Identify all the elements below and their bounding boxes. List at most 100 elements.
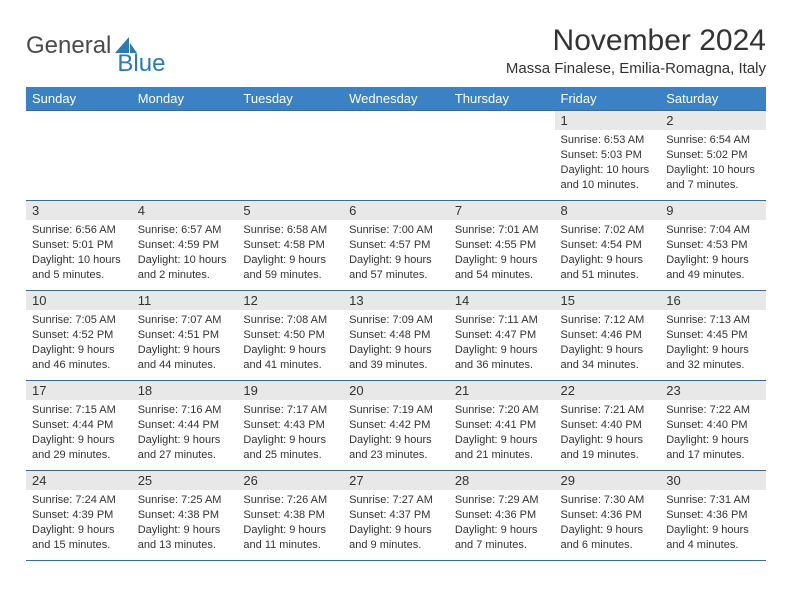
sunset-text: Sunset: 4:47 PM: [455, 328, 549, 343]
calendar-day-cell: 30Sunrise: 7:31 AMSunset: 4:36 PMDayligh…: [660, 471, 766, 561]
day-number: 27: [343, 471, 449, 490]
calendar-day-cell: [237, 111, 343, 201]
day-number: 13: [343, 291, 449, 310]
day-number: 1: [555, 111, 661, 130]
day-number: 12: [237, 291, 343, 310]
calendar-week-row: 3Sunrise: 6:56 AMSunset: 5:01 PMDaylight…: [26, 201, 766, 291]
day-details: Sunrise: 6:58 AMSunset: 4:58 PMDaylight:…: [237, 220, 343, 286]
daylight-text: Daylight: 9 hours and 13 minutes.: [138, 523, 232, 553]
day-details: Sunrise: 7:24 AMSunset: 4:39 PMDaylight:…: [26, 490, 132, 556]
day-details: Sunrise: 7:29 AMSunset: 4:36 PMDaylight:…: [449, 490, 555, 556]
day-details: Sunrise: 6:54 AMSunset: 5:02 PMDaylight:…: [660, 130, 766, 196]
sunrise-text: Sunrise: 7:29 AM: [455, 493, 549, 508]
daylight-text: Daylight: 9 hours and 54 minutes.: [455, 253, 549, 283]
day-details: Sunrise: 7:22 AMSunset: 4:40 PMDaylight:…: [660, 400, 766, 466]
day-details: Sunrise: 7:00 AMSunset: 4:57 PMDaylight:…: [343, 220, 449, 286]
day-details: Sunrise: 7:02 AMSunset: 4:54 PMDaylight:…: [555, 220, 661, 286]
day-number-empty: [132, 111, 238, 130]
calendar-day-cell: 9Sunrise: 7:04 AMSunset: 4:53 PMDaylight…: [660, 201, 766, 291]
calendar-week-row: 17Sunrise: 7:15 AMSunset: 4:44 PMDayligh…: [26, 381, 766, 471]
day-number: 29: [555, 471, 661, 490]
sunset-text: Sunset: 4:46 PM: [561, 328, 655, 343]
sunrise-text: Sunrise: 7:31 AM: [666, 493, 760, 508]
sunrise-text: Sunrise: 6:58 AM: [243, 223, 337, 238]
sunrise-text: Sunrise: 7:15 AM: [32, 403, 126, 418]
sunrise-text: Sunrise: 7:11 AM: [455, 313, 549, 328]
calendar-day-cell: 23Sunrise: 7:22 AMSunset: 4:40 PMDayligh…: [660, 381, 766, 471]
calendar-day-cell: 4Sunrise: 6:57 AMSunset: 4:59 PMDaylight…: [132, 201, 238, 291]
sunset-text: Sunset: 4:45 PM: [666, 328, 760, 343]
calendar-day-cell: 6Sunrise: 7:00 AMSunset: 4:57 PMDaylight…: [343, 201, 449, 291]
sunset-text: Sunset: 5:03 PM: [561, 148, 655, 163]
day-number: 25: [132, 471, 238, 490]
weekday-header-row: Sunday Monday Tuesday Wednesday Thursday…: [26, 87, 766, 111]
sunset-text: Sunset: 4:59 PM: [138, 238, 232, 253]
day-number: 9: [660, 201, 766, 220]
daylight-text: Daylight: 9 hours and 29 minutes.: [32, 433, 126, 463]
calendar-day-cell: 7Sunrise: 7:01 AMSunset: 4:55 PMDaylight…: [449, 201, 555, 291]
calendar-table: Sunday Monday Tuesday Wednesday Thursday…: [26, 87, 766, 561]
day-details: Sunrise: 7:20 AMSunset: 4:41 PMDaylight:…: [449, 400, 555, 466]
day-details: Sunrise: 7:26 AMSunset: 4:38 PMDaylight:…: [237, 490, 343, 556]
daylight-text: Daylight: 9 hours and 7 minutes.: [455, 523, 549, 553]
day-number-empty: [343, 111, 449, 130]
sunset-text: Sunset: 4:57 PM: [349, 238, 443, 253]
day-number: 17: [26, 381, 132, 400]
day-details: Sunrise: 6:56 AMSunset: 5:01 PMDaylight:…: [26, 220, 132, 286]
sunrise-text: Sunrise: 7:08 AM: [243, 313, 337, 328]
daylight-text: Daylight: 9 hours and 57 minutes.: [349, 253, 443, 283]
sunset-text: Sunset: 4:40 PM: [666, 418, 760, 433]
calendar-day-cell: 16Sunrise: 7:13 AMSunset: 4:45 PMDayligh…: [660, 291, 766, 381]
daylight-text: Daylight: 9 hours and 59 minutes.: [243, 253, 337, 283]
sunset-text: Sunset: 4:36 PM: [666, 508, 760, 523]
day-details: Sunrise: 6:57 AMSunset: 4:59 PMDaylight:…: [132, 220, 238, 286]
logo-text-blue: Blue: [117, 50, 165, 78]
calendar-day-cell: 17Sunrise: 7:15 AMSunset: 4:44 PMDayligh…: [26, 381, 132, 471]
sunrise-text: Sunrise: 7:05 AM: [32, 313, 126, 328]
sunset-text: Sunset: 4:36 PM: [561, 508, 655, 523]
day-details: Sunrise: 7:13 AMSunset: 4:45 PMDaylight:…: [660, 310, 766, 376]
day-number: 10: [26, 291, 132, 310]
day-number: 6: [343, 201, 449, 220]
day-details: Sunrise: 7:31 AMSunset: 4:36 PMDaylight:…: [660, 490, 766, 556]
calendar-day-cell: 19Sunrise: 7:17 AMSunset: 4:43 PMDayligh…: [237, 381, 343, 471]
sunset-text: Sunset: 5:02 PM: [666, 148, 760, 163]
sunrise-text: Sunrise: 7:16 AM: [138, 403, 232, 418]
calendar-day-cell: 11Sunrise: 7:07 AMSunset: 4:51 PMDayligh…: [132, 291, 238, 381]
calendar-day-cell: 20Sunrise: 7:19 AMSunset: 4:42 PMDayligh…: [343, 381, 449, 471]
sunrise-text: Sunrise: 6:54 AM: [666, 133, 760, 148]
calendar-day-cell: 26Sunrise: 7:26 AMSunset: 4:38 PMDayligh…: [237, 471, 343, 561]
calendar-day-cell: [343, 111, 449, 201]
month-title: November 2024: [506, 24, 766, 58]
day-number: 11: [132, 291, 238, 310]
daylight-text: Daylight: 9 hours and 9 minutes.: [349, 523, 443, 553]
logo: General Blue: [26, 32, 187, 60]
calendar-day-cell: 22Sunrise: 7:21 AMSunset: 4:40 PMDayligh…: [555, 381, 661, 471]
sunrise-text: Sunrise: 7:04 AM: [666, 223, 760, 238]
weekday-header: Tuesday: [237, 87, 343, 111]
sunset-text: Sunset: 4:44 PM: [138, 418, 232, 433]
daylight-text: Daylight: 9 hours and 39 minutes.: [349, 343, 443, 373]
sunset-text: Sunset: 4:36 PM: [455, 508, 549, 523]
daylight-text: Daylight: 10 hours and 5 minutes.: [32, 253, 126, 283]
daylight-text: Daylight: 10 hours and 10 minutes.: [561, 163, 655, 193]
calendar-body: 1Sunrise: 6:53 AMSunset: 5:03 PMDaylight…: [26, 111, 766, 561]
daylight-text: Daylight: 9 hours and 27 minutes.: [138, 433, 232, 463]
sunrise-text: Sunrise: 7:30 AM: [561, 493, 655, 508]
day-number: 26: [237, 471, 343, 490]
day-details: Sunrise: 7:05 AMSunset: 4:52 PMDaylight:…: [26, 310, 132, 376]
sunrise-text: Sunrise: 6:57 AM: [138, 223, 232, 238]
sunrise-text: Sunrise: 7:01 AM: [455, 223, 549, 238]
day-details: Sunrise: 7:11 AMSunset: 4:47 PMDaylight:…: [449, 310, 555, 376]
sunrise-text: Sunrise: 7:25 AM: [138, 493, 232, 508]
sunrise-text: Sunrise: 7:07 AM: [138, 313, 232, 328]
sunset-text: Sunset: 5:01 PM: [32, 238, 126, 253]
day-details: Sunrise: 7:25 AMSunset: 4:38 PMDaylight:…: [132, 490, 238, 556]
day-number: 20: [343, 381, 449, 400]
day-number-empty: [26, 111, 132, 130]
sunset-text: Sunset: 4:40 PM: [561, 418, 655, 433]
sunrise-text: Sunrise: 7:12 AM: [561, 313, 655, 328]
calendar-page: General Blue November 2024 Massa Finales…: [0, 0, 792, 612]
day-number: 22: [555, 381, 661, 400]
weekday-header: Wednesday: [343, 87, 449, 111]
